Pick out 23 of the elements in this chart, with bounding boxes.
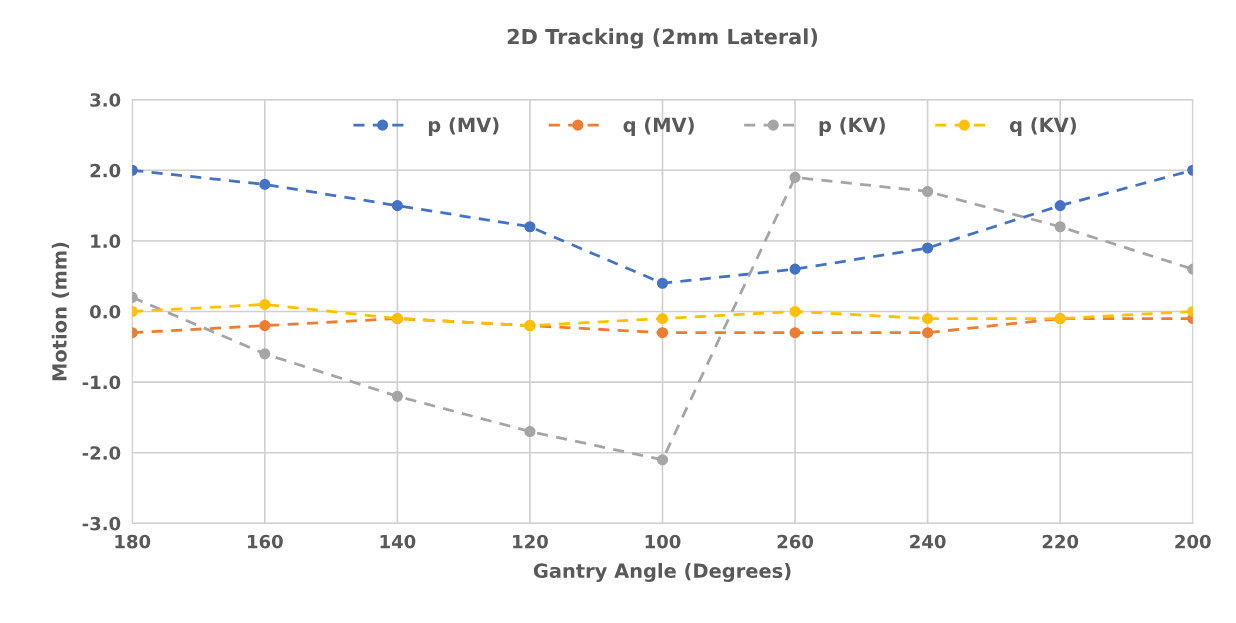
legend-label: q (KV): [1009, 117, 1076, 136]
legend-label: p (KV): [819, 117, 885, 136]
y-tick-label: 3.0: [90, 93, 121, 107]
chart-title: 2D Tracking (2mm Lateral): [507, 28, 818, 49]
x-tick-label: 260: [777, 534, 814, 549]
x-tick-label: 180: [115, 534, 151, 549]
y-tick-label: 0.0: [90, 304, 121, 319]
y-tick-label: -1.0: [82, 375, 121, 390]
x-tick-label: 100: [645, 534, 681, 549]
x-tick-label: 120: [513, 534, 548, 549]
y-tick-label: 2.0: [90, 163, 121, 178]
y-tick-label: 1.0: [91, 234, 121, 249]
x-tick-label: 200: [1175, 534, 1211, 549]
y-axis-title: Motion (mm): [51, 242, 70, 381]
legend-label: q (MV): [623, 117, 694, 136]
y-tick-label: -2.0: [82, 446, 121, 460]
x-tick-label: 240: [910, 534, 946, 549]
x-axis-title: Gantry Angle (Degrees): [533, 563, 791, 582]
y-tick-label: -3.0: [82, 516, 121, 531]
x-tick-label: 140: [380, 534, 416, 549]
x-tick-label: 220: [1042, 534, 1079, 549]
legend-label: p (MV): [428, 117, 499, 136]
x-tick-label: 160: [248, 534, 283, 549]
